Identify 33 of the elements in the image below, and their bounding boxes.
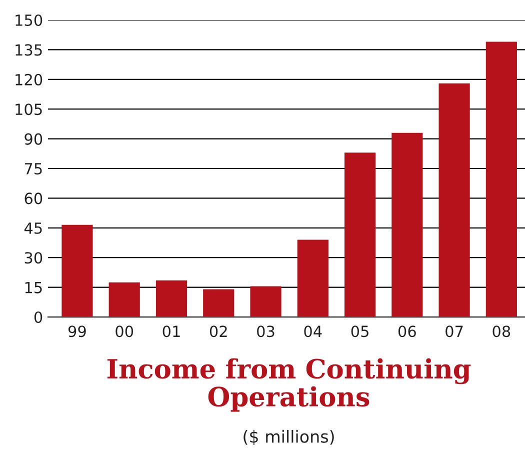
x-tick-label: 02: [210, 326, 227, 338]
y-tick-label: 60: [24, 192, 42, 204]
bar: [250, 286, 282, 317]
y-tick-label: 45: [24, 222, 42, 234]
y-tick-label: 15: [25, 282, 42, 294]
text: ($ millions): [244, 430, 334, 446]
y-tick-label: 105: [16, 104, 42, 116]
x-tick-label: 04: [304, 326, 322, 338]
y-tick-label: 150: [16, 14, 42, 26]
x-tick-label: 01: [162, 326, 180, 338]
x-tick-label: 00: [116, 326, 134, 338]
x-tick-label: 08: [492, 326, 510, 338]
y-tick-label: 90: [24, 133, 42, 145]
y-tick-label: 120: [16, 74, 42, 86]
bar: [203, 289, 234, 317]
bar: [108, 282, 140, 317]
y-tick-label: 75: [24, 163, 42, 175]
x-tick-label: 03: [257, 326, 274, 338]
bar: [156, 280, 188, 317]
x-tick-label: 99: [68, 326, 86, 338]
bar: [486, 42, 517, 317]
bar: [344, 152, 376, 317]
bar: [438, 83, 470, 317]
bar: [392, 132, 423, 317]
bar: [297, 240, 328, 317]
text: Income from Continuing Operations: [107, 358, 471, 412]
y-tick-label: 135: [16, 44, 42, 56]
y-tick-label: 0: [34, 311, 42, 324]
y-tick-label: 30: [24, 252, 42, 264]
x-tick-label: 06: [398, 326, 416, 338]
bar: [62, 224, 93, 317]
x-tick-label: 07: [446, 326, 463, 338]
x-tick-label: 05: [351, 326, 368, 338]
